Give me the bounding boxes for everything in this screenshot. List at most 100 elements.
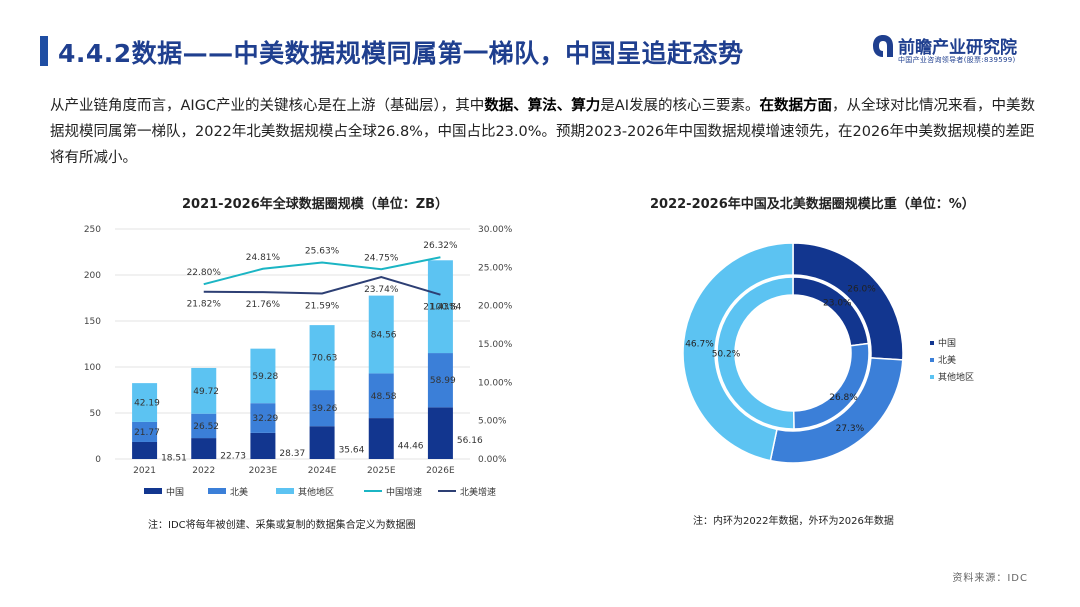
data-label-other: 42.19	[134, 399, 160, 409]
inner-ring-label: 50.2%	[712, 349, 741, 359]
y2-tick-label: 30.00%	[478, 225, 513, 235]
data-label-china: 18.51	[161, 453, 187, 463]
bar-other	[427, 260, 453, 354]
data-label-na: 58.99	[430, 376, 456, 386]
data-label-na: 32.29	[252, 414, 278, 424]
x-tick-label: 2026E	[426, 466, 455, 476]
bar-other	[309, 325, 335, 391]
bar-na	[427, 353, 453, 408]
legend-swatch	[144, 488, 162, 494]
legend-label: 其他地区	[938, 371, 974, 383]
outer-ring-slice-other	[682, 242, 794, 462]
y-tick-label: 150	[84, 317, 101, 327]
x-tick-label: 2023E	[249, 466, 278, 476]
legend-label: 中国增速	[386, 486, 422, 498]
intro-bold-2: 在数据方面	[759, 98, 833, 114]
intro-text-1: 从产业链角度而言，AIGC产业的关键核心是在上游（基础层），其中	[50, 98, 485, 114]
page-title: 4.4.2数据——中美数据规模同属第一梯队，中国呈追赶态势	[58, 39, 744, 68]
legend-label: 中国	[166, 486, 184, 498]
bar-china	[132, 441, 158, 459]
y2-tick-label: 5.00%	[478, 417, 507, 427]
data-label-other: 49.72	[193, 387, 219, 397]
china-growth-label: 24.81%	[246, 253, 281, 263]
na-growth-label: 21.43%	[423, 303, 458, 313]
inner-ring-label: 23.0%	[823, 299, 852, 309]
legend-label: 北美	[938, 354, 956, 366]
x-tick-label: 2022	[192, 466, 215, 476]
y2-tick-label: 20.00%	[478, 302, 513, 312]
legend-swatch	[208, 488, 226, 494]
y2-tick-label: 15.00%	[478, 340, 513, 350]
y-tick-label: 250	[84, 225, 101, 235]
inner-ring-slice-other	[716, 276, 795, 430]
data-label-na: 21.77	[134, 428, 160, 438]
na-growth-label: 23.74%	[364, 285, 399, 295]
x-tick-label: 2021	[133, 466, 156, 476]
data-label-china: 28.37	[279, 449, 305, 459]
china-growth-label: 24.75%	[364, 253, 399, 263]
bar-chart-note: 注：IDC将每年被创建、采集或复制的数据集合定义为数据圈	[148, 520, 416, 531]
inner-ring-label: 26.8%	[829, 393, 858, 403]
legend-label: 北美	[230, 486, 248, 498]
na-growth-label: 21.82%	[187, 300, 222, 310]
y-tick-label: 0	[95, 455, 101, 465]
x-tick-label: 2025E	[367, 466, 396, 476]
china-growth-label: 25.63%	[305, 247, 340, 257]
data-label-china: 56.16	[457, 436, 483, 446]
bar-na	[368, 373, 394, 419]
donut-chart-title: 2022-2026年中国及北美数据圈规模比重（单位：%）	[650, 197, 975, 212]
china-growth-label: 26.32%	[423, 241, 458, 251]
legend-label: 北美增速	[460, 486, 496, 498]
bar-na	[250, 403, 276, 433]
legend-swatch	[276, 488, 294, 494]
y-tick-label: 200	[84, 271, 101, 281]
intro-text-3: ，从全球对比情况来看，中美数据规模同属第一梯队，2022年北美数据规模占全球26…	[50, 98, 1036, 166]
bar-china	[427, 407, 453, 459]
donut-chart-note: 注：内环为2022年数据，外环为2026年数据	[693, 516, 894, 527]
data-label-other: 59.28	[252, 372, 278, 382]
data-label-china: 44.46	[398, 442, 424, 452]
data-label-other: 84.56	[371, 331, 397, 341]
outer-ring-label: 26.0%	[847, 285, 876, 295]
na-growth-label: 21.59%	[305, 301, 340, 311]
source-note: 资料来源：IDC	[952, 573, 1028, 584]
intro-bold-1: 数据、算法、算力	[484, 98, 601, 114]
y2-tick-label: 10.00%	[478, 378, 513, 388]
intro-text-2: 是AI发展的核心三要素。	[600, 98, 760, 114]
brand-logo: 前瞻产业研究院 中国产业咨询领导者(股票:839599)	[872, 32, 1048, 70]
bar-other	[132, 383, 158, 422]
data-label-other: 100.84	[430, 303, 462, 313]
data-label-other: 70.63	[312, 354, 338, 364]
brand-name: 前瞻产业研究院	[898, 38, 1017, 58]
data-label-na: 48.58	[371, 392, 397, 402]
outer-ring-label: 46.7%	[685, 339, 714, 349]
brand-tagline: 中国产业咨询领导者(股票:839599)	[898, 56, 1016, 64]
legend-label: 中国	[938, 337, 956, 349]
legend-label: 其他地区	[298, 486, 334, 498]
x-tick-label: 2024E	[308, 466, 337, 476]
china-growth-line	[203, 256, 441, 286]
bar-na	[191, 413, 217, 439]
bar-other	[191, 367, 217, 414]
data-label-china: 22.73	[220, 452, 246, 462]
outer-ring-label: 27.3%	[836, 424, 865, 434]
bar-na	[132, 421, 158, 442]
y-tick-label: 100	[84, 363, 101, 373]
title-accent-bar	[40, 36, 48, 66]
na-growth-label: 21.76%	[246, 300, 281, 310]
bar-other	[368, 295, 394, 374]
y-tick-label: 50	[90, 409, 102, 419]
bar-chart-title: 2021-2026年全球数据圈规模（单位：ZB）	[182, 197, 449, 212]
bar-china	[309, 426, 335, 459]
bar-china	[250, 432, 276, 459]
y2-tick-label: 25.00%	[478, 263, 513, 273]
bar-other	[250, 348, 276, 404]
legend-swatch	[930, 375, 934, 379]
china-growth-label: 22.80%	[187, 268, 222, 278]
bar-china	[191, 438, 217, 459]
legend-swatch	[930, 358, 934, 362]
data-label-na: 26.52	[193, 422, 219, 432]
bar-chart: 0 50 100 150 200 250 0.00% 5.00% 10.00% 15.00% 20.…	[84, 225, 513, 498]
data-label-na: 39.26	[312, 404, 338, 414]
